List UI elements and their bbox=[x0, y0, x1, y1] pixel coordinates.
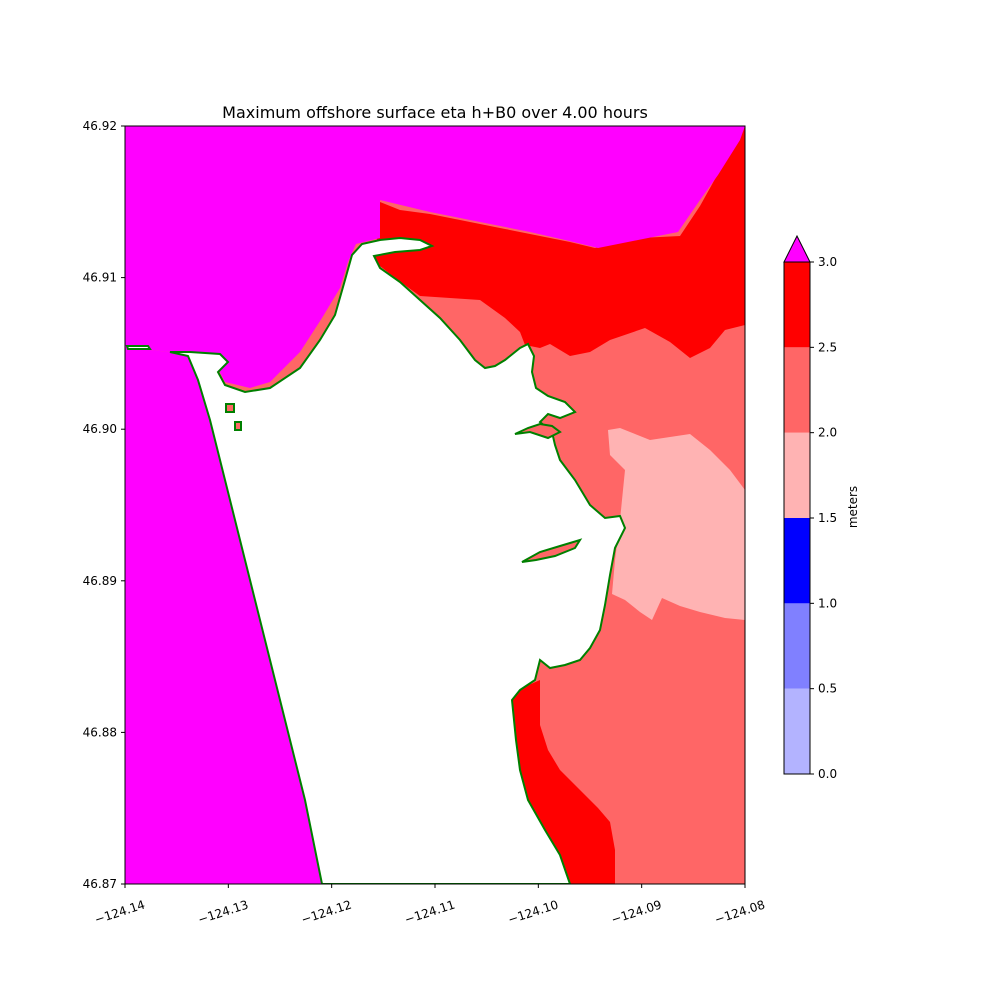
x-tick-label: −124.11 bbox=[403, 897, 457, 926]
x-tick-label: −124.14 bbox=[93, 897, 147, 926]
marsh-dot-b bbox=[234, 421, 242, 431]
x-tick-label: −124.12 bbox=[300, 897, 354, 926]
x-tick-label: −124.08 bbox=[713, 897, 767, 926]
x-tick-label: −124.09 bbox=[610, 897, 664, 926]
y-tick-label: 46.89 bbox=[83, 574, 117, 588]
region-offshore-west bbox=[125, 346, 322, 884]
colorbar-swatch bbox=[784, 347, 810, 433]
marsh-spit-b bbox=[521, 538, 583, 563]
marsh-spit-a bbox=[514, 422, 562, 440]
spit-tip bbox=[125, 345, 152, 350]
y-tick-label: 46.91 bbox=[83, 271, 117, 285]
land-main bbox=[169, 236, 627, 884]
colorbar-tick-label: 2.5 bbox=[818, 340, 837, 354]
region-bay-north bbox=[375, 126, 745, 358]
colorbar-tick-label: 3.0 bbox=[818, 255, 837, 269]
colorbar-swatch bbox=[784, 518, 810, 604]
y-tick-label: 46.88 bbox=[83, 725, 117, 739]
colorbar-extend-arrow bbox=[783, 234, 811, 263]
colorbar-label: meters bbox=[846, 486, 860, 528]
region-offshore bbox=[125, 126, 745, 388]
x-tick-label: −124.10 bbox=[506, 897, 560, 926]
colorbar-swatch bbox=[784, 432, 810, 518]
colorbar-swatch bbox=[784, 262, 810, 348]
colorbar-tick-label: 0.0 bbox=[818, 767, 837, 781]
y-tick-label: 46.87 bbox=[83, 877, 117, 891]
x-tick-label: −124.13 bbox=[196, 897, 250, 926]
colorbar-tick-label: 1.0 bbox=[818, 596, 837, 610]
y-axis: 46.87 46.88 46.89 46.90 46.91 46.92 bbox=[83, 119, 125, 891]
chart-title: Maximum offshore surface eta h+B0 over 4… bbox=[222, 103, 648, 122]
colorbar-swatch bbox=[784, 688, 810, 774]
region-bay-channel bbox=[608, 428, 745, 620]
x-axis: −124.14 −124.13 −124.12 −124.11 −124.10 −124.… bbox=[93, 884, 767, 927]
region-bay-south-coast bbox=[512, 680, 615, 884]
colorbar-tick-label: 1.5 bbox=[818, 511, 837, 525]
colorbar-swatch bbox=[784, 603, 810, 689]
colorbar-tick-label: 2.0 bbox=[818, 426, 837, 440]
colorbar-tick-label: 0.5 bbox=[818, 682, 837, 696]
marsh-dot-a bbox=[225, 403, 235, 413]
y-tick-label: 46.92 bbox=[83, 119, 117, 133]
colorbar: 0.0 0.5 1.0 1.5 2.0 2.5 3.0 bbox=[783, 234, 837, 781]
plot-area bbox=[125, 126, 745, 884]
y-tick-label: 46.90 bbox=[83, 422, 117, 436]
